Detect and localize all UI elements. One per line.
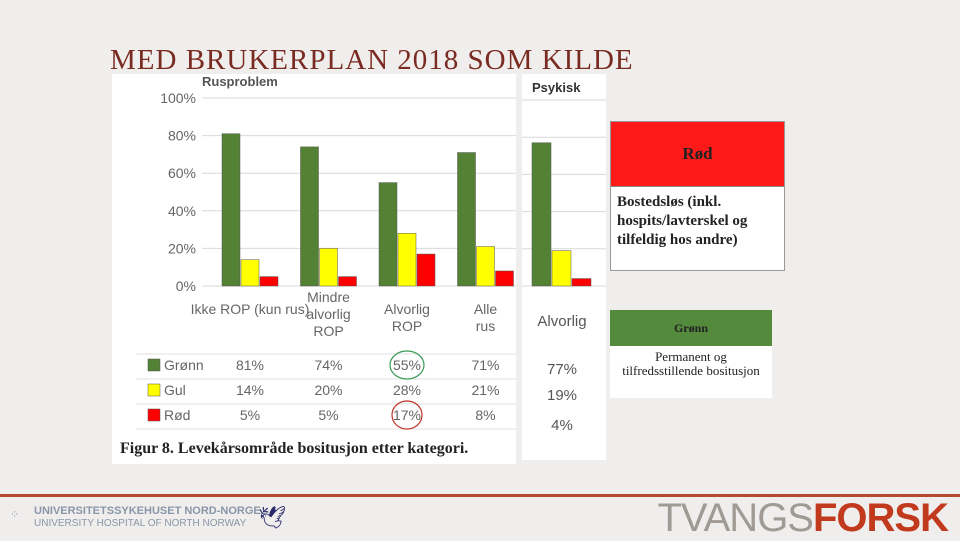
psyk-bar-grønn xyxy=(531,142,552,287)
green-category-box: Grønn Permanent og tilfredsstillende bos… xyxy=(610,310,772,398)
table-cell: 5% xyxy=(240,407,260,423)
highlight-circle-red xyxy=(391,400,423,430)
psyk-table-cell: 4% xyxy=(551,417,573,434)
bar-rød-2 xyxy=(416,253,436,287)
rus-chart: 0% 20% 40% 60% 80% 100% Ikke ROP (kun rus)Mind… xyxy=(136,90,516,430)
table-cell: 5% xyxy=(318,407,338,423)
psyk-table-cell: 19% xyxy=(547,387,577,404)
brand-bold: FORSK xyxy=(813,496,949,540)
red-box-text: Bostedsløs (inkl. hospits/lavterskel og … xyxy=(617,194,748,248)
category-label: Ikke ROP (kun rus) xyxy=(191,301,310,317)
table-cell: 71% xyxy=(471,357,499,373)
legend-label: Rød xyxy=(164,407,190,423)
table-cell: 81% xyxy=(236,357,264,373)
brand-light: TVANGS xyxy=(657,496,814,540)
bar-grønn-3 xyxy=(457,152,476,287)
psyk-bar-rød xyxy=(571,278,592,287)
psyk-chart-panel: Psykisk Alvorlig 77% 19% 4% xyxy=(522,74,606,460)
y-tick-label: 60% xyxy=(168,165,196,181)
bar-gul-1 xyxy=(319,248,338,287)
psyk-bar-gul xyxy=(551,250,572,287)
bar-grønn-0 xyxy=(221,133,241,287)
legend-label: Gul xyxy=(164,382,186,398)
y-tick-label: 40% xyxy=(168,203,196,219)
legend-label: Grønn xyxy=(164,357,204,373)
category-label: Alvorlig xyxy=(384,301,430,317)
bar-gul-3 xyxy=(476,246,495,287)
hospital-logo-icon: ⁘ xyxy=(10,509,20,521)
bar-rød-1 xyxy=(338,276,357,287)
table-cell: 21% xyxy=(471,382,499,398)
category-label: Alle xyxy=(474,301,498,317)
bar-gul-2 xyxy=(397,233,417,287)
table-cell: 20% xyxy=(314,382,342,398)
table-cell: 74% xyxy=(314,357,342,373)
category-label: rus xyxy=(476,318,495,334)
psyk-category-label: Alvorlig xyxy=(537,313,586,330)
highlight-circle-green xyxy=(389,350,425,380)
red-box-heading: Rød xyxy=(611,122,784,187)
y-tick-label: 100% xyxy=(160,90,196,106)
table-cell: 55% xyxy=(393,357,421,373)
table-cell: 14% xyxy=(236,382,264,398)
footer-divider xyxy=(0,494,960,497)
y-tick-label: 80% xyxy=(168,128,196,144)
hospital-name: UNIVERSITETSSYKEHUSET NORD-NORGE xyxy=(34,505,261,517)
table-cell: 8% xyxy=(475,407,495,423)
y-tick-label: 0% xyxy=(176,278,196,294)
bar-grønn-2 xyxy=(378,182,398,287)
category-label: alvorlig xyxy=(306,306,350,322)
tvangsforsk-brand: TVANGSFORSK xyxy=(657,496,949,541)
slide-title: MED BRUKERPLAN 2018 SOM KILDE xyxy=(110,44,634,76)
legend-swatch-gul xyxy=(147,383,161,397)
figure-caption: Figur 8. Levekårsområde bositusjon etter… xyxy=(120,440,469,457)
table-cell: 28% xyxy=(393,382,421,398)
bar-grønn-1 xyxy=(300,146,319,287)
hospital-logo: UNIVERSITETSSYKEHUSET NORD-NORGE UNIVERS… xyxy=(34,505,261,530)
green-box-text: Permanent og tilfredsstillende bositusjo… xyxy=(622,349,760,379)
bird-logo-icon: 🕊 xyxy=(258,505,286,530)
psyk-chart: Alvorlig 77% 19% 4% xyxy=(522,99,606,434)
category-label: ROP xyxy=(313,323,343,339)
bar-rød-3 xyxy=(495,270,514,287)
rus-chart-title: Rusproblem xyxy=(202,74,278,89)
bar-rød-0 xyxy=(259,276,279,287)
red-category-box: Rød Bostedsløs (inkl. hospits/lavterskel… xyxy=(610,121,785,271)
legend-swatch-rød xyxy=(147,408,161,422)
category-label: ROP xyxy=(392,318,422,334)
category-label: Mindre xyxy=(307,289,350,305)
hospital-name-en: UNIVERSITY HOSPITAL OF NORTH NORWAY xyxy=(34,518,247,530)
green-box-heading: Grønn xyxy=(610,310,772,346)
bar-gul-0 xyxy=(240,259,260,287)
rus-chart-panel: Rusproblem 0% 20% 40% 60% 80% 100% Ikke ROP (k… xyxy=(112,74,516,464)
table-cell: 17% xyxy=(393,407,421,423)
y-tick-label: 20% xyxy=(168,240,196,256)
psyk-chart-title: Psykisk xyxy=(532,80,581,95)
psyk-table-cell: 77% xyxy=(547,361,577,378)
legend-swatch-grønn xyxy=(147,358,161,372)
